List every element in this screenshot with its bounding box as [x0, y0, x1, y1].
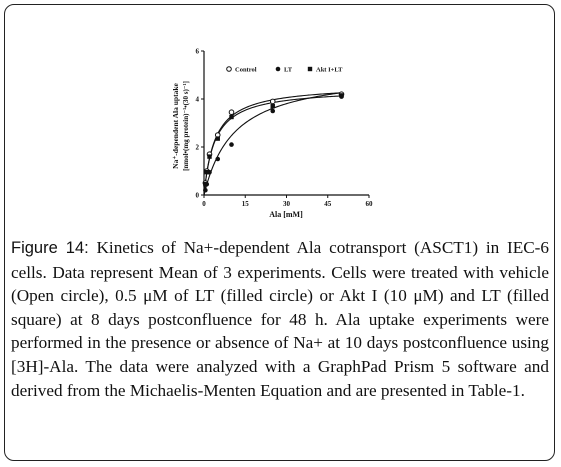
y-tick-label: 0 — [196, 192, 200, 200]
x-tick-label: 15 — [242, 200, 250, 208]
data-points — [202, 91, 345, 193]
data-point — [204, 170, 209, 175]
chart-legend: Control LT Akt I+LT — [226, 66, 343, 74]
caption-text: Kinetics of Na+-dependent Ala cotranspor… — [11, 238, 549, 400]
legend-label: LT — [284, 67, 293, 74]
legend-label: Akt I+LT — [316, 67, 343, 74]
y-tick-label: 4 — [196, 96, 200, 104]
y-axis-label-line2: [nmol•(mg protein)⁻¹•(30 s)⁻¹] — [182, 81, 190, 171]
data-point — [270, 104, 275, 109]
figure-caption: Figure 14: Kinetics of Na+-dependent Ala… — [11, 236, 549, 402]
data-point — [228, 109, 235, 115]
data-point — [207, 154, 212, 159]
data-point — [203, 182, 208, 187]
figure-frame — [4, 4, 555, 461]
data-point — [215, 136, 220, 141]
x-tick-label: 60 — [366, 200, 374, 208]
legend-label: Control — [235, 67, 257, 74]
data-point — [229, 114, 234, 120]
data-point — [229, 142, 234, 147]
y-tick-label: 2 — [196, 144, 200, 152]
caption-label: Figure 14: — [11, 239, 89, 257]
x-tick-label: 0 — [202, 200, 206, 208]
x-tick-label: 45 — [324, 200, 332, 208]
data-point — [215, 156, 221, 162]
x-axis-label: Ala [mM] — [269, 210, 303, 219]
y-axis-label-line1: Na⁺-dependent Ala uptake — [171, 83, 180, 169]
x-tick-label: 30 — [283, 200, 291, 208]
legend-marker — [307, 66, 313, 72]
data-point — [269, 98, 276, 105]
y-tick-label: 6 — [196, 48, 200, 56]
data-point — [339, 93, 344, 98]
data-point — [203, 187, 208, 193]
data-point — [270, 108, 276, 114]
legend-marker — [226, 66, 232, 72]
legend-marker — [275, 66, 281, 72]
